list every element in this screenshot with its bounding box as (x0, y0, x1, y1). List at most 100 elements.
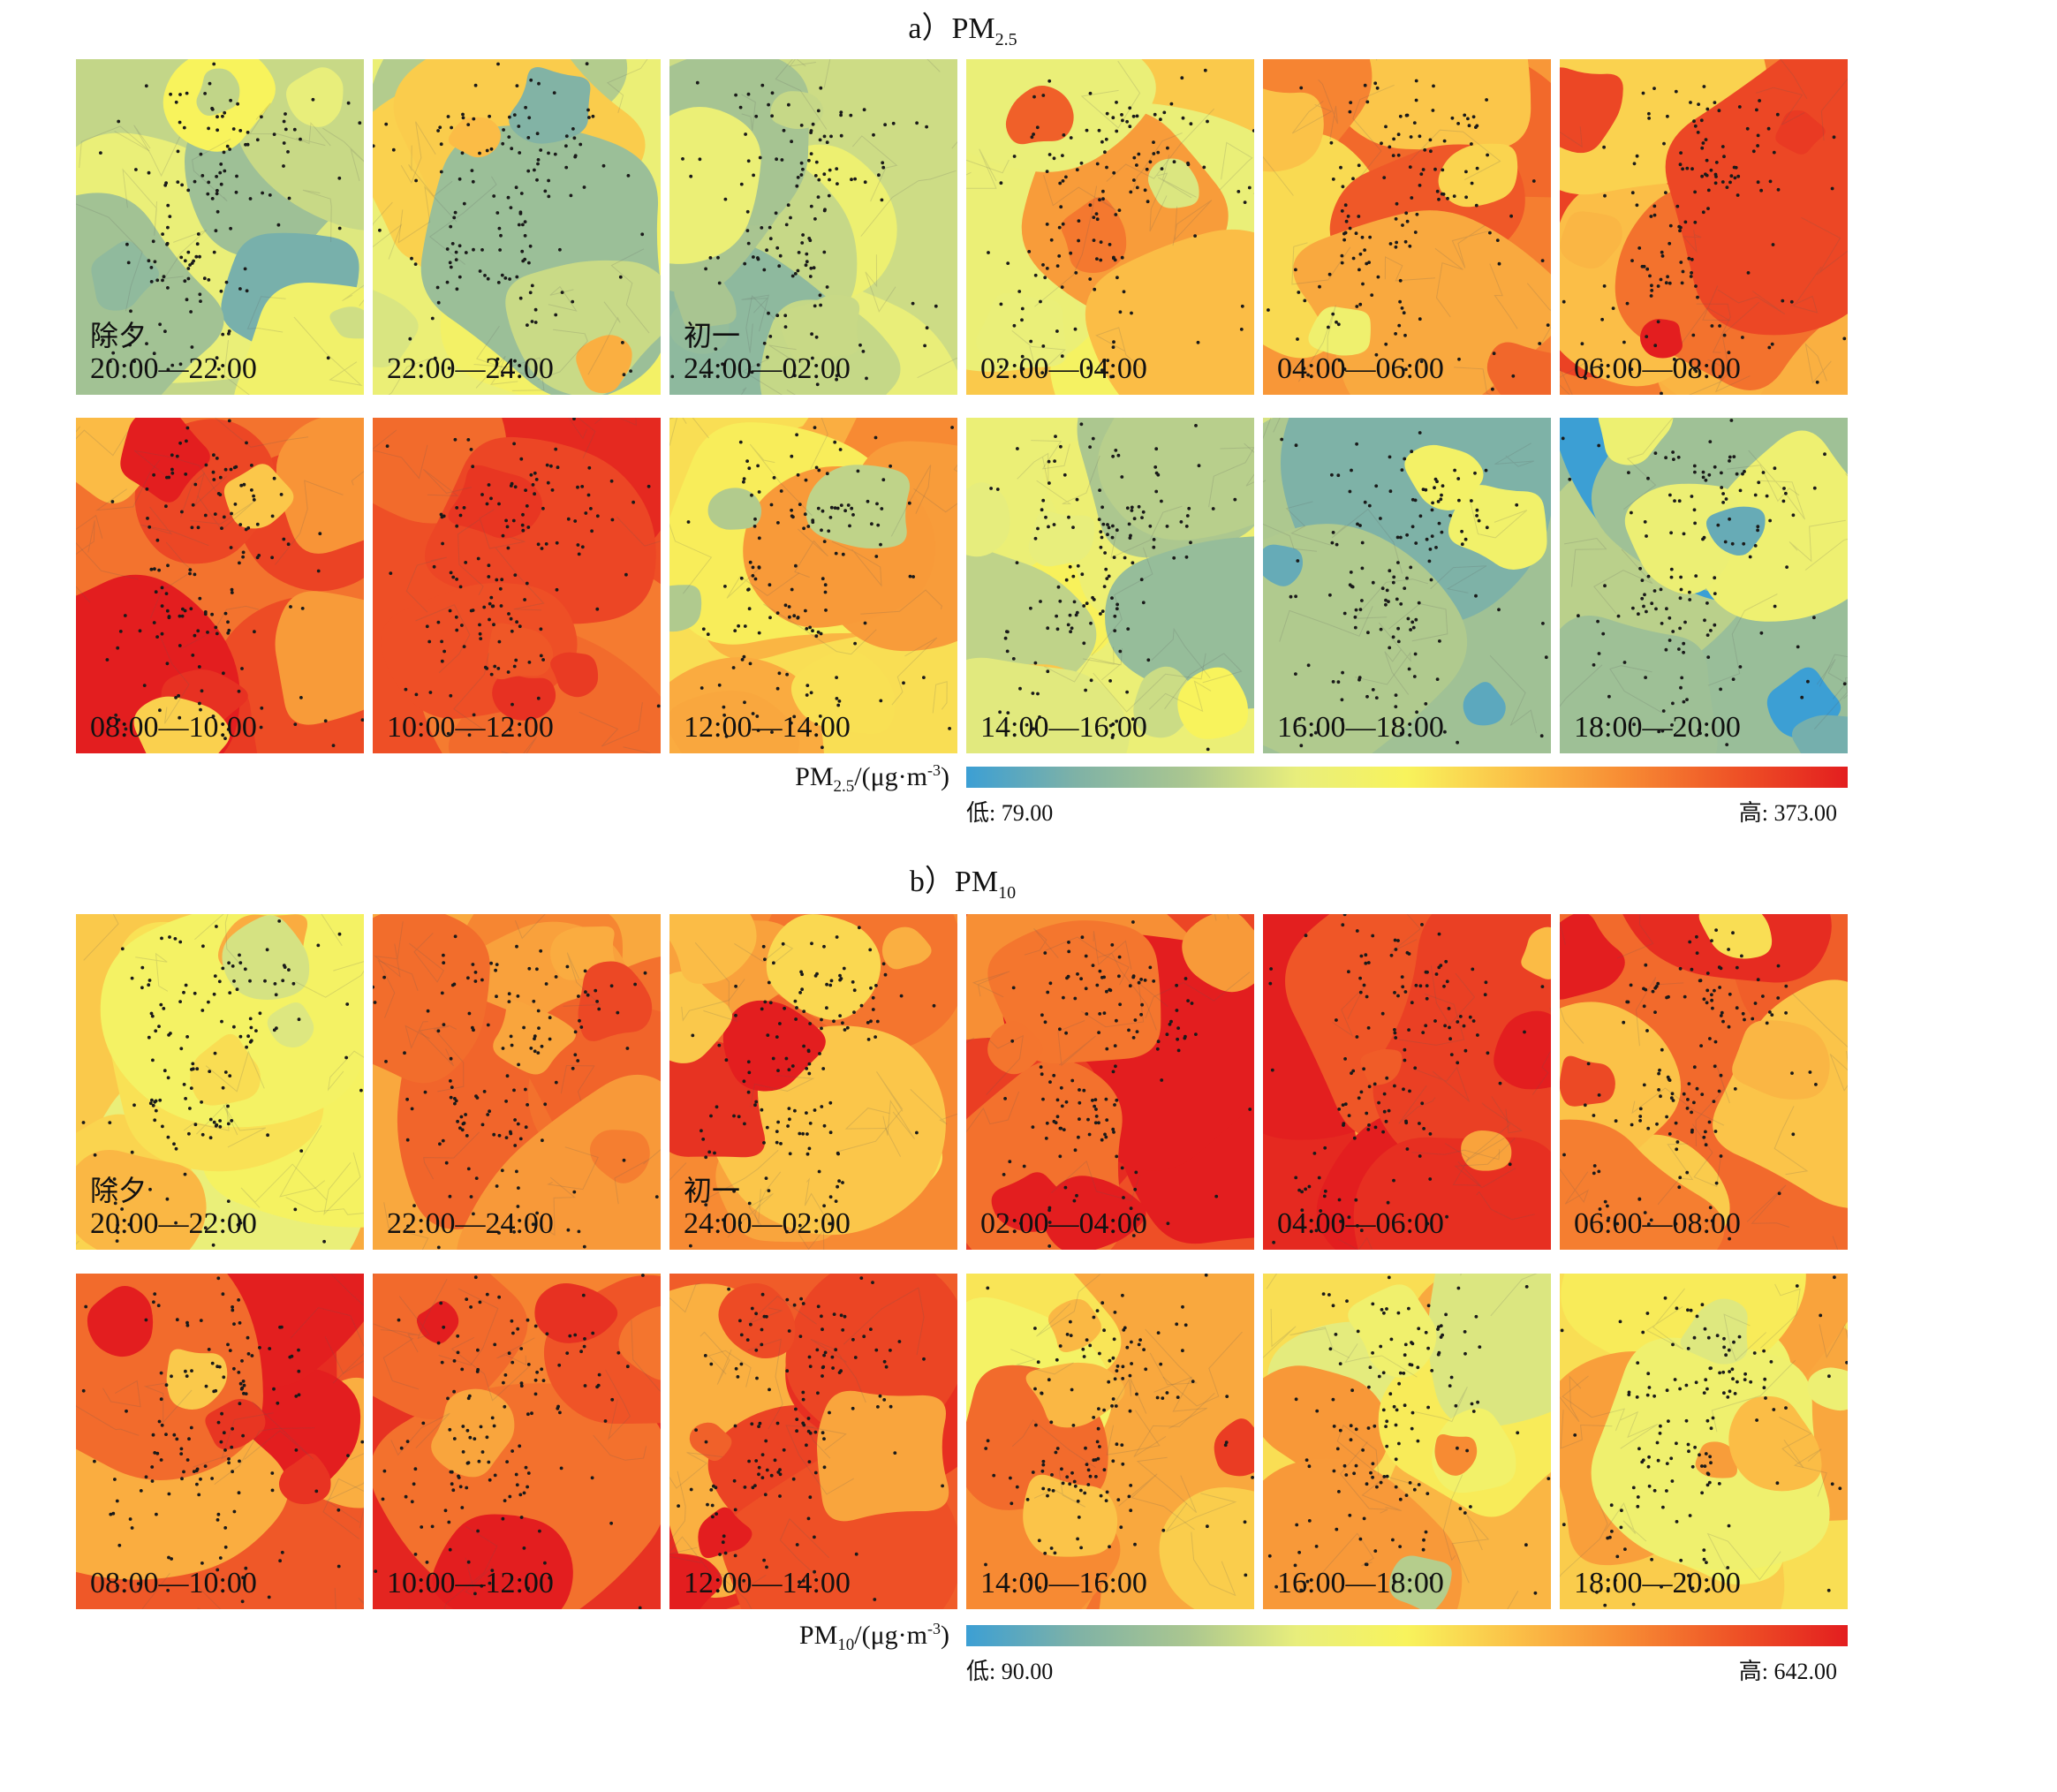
contour-zone (1461, 1130, 1512, 1171)
map-panel-pm10-10: 14:00—16:00 (966, 1274, 1254, 1609)
monitoring-stations (689, 926, 936, 1248)
basemap-roads (669, 418, 957, 714)
monitoring-stations (1267, 1275, 1551, 1595)
monitoring-stations (81, 1276, 364, 1604)
interpolation-map (669, 914, 957, 1250)
contour-zone (1348, 1284, 1437, 1378)
monitoring-stations (1267, 79, 1550, 391)
map-panel-pm10-12: 18:00—20:00 (1560, 1274, 1848, 1609)
contour-zone (1560, 1055, 1615, 1107)
panel-time-range: 18:00—20:00 (1574, 1567, 1741, 1599)
basemap-roads (1263, 1274, 1538, 1609)
panel-time-range: 16:00—18:00 (1277, 1567, 1444, 1599)
contour-zone (707, 488, 762, 530)
contour-zone (1624, 483, 1739, 594)
contour-zone (1005, 85, 1074, 145)
map-panel-pm25-12: 18:00—20:00 (1560, 418, 1848, 753)
contour-zone (589, 1130, 650, 1183)
interpolation-map (76, 1274, 364, 1609)
contour-zone (1043, 1176, 1146, 1250)
contour-zone (790, 650, 896, 734)
interpolation-map (76, 418, 364, 753)
interpolation-map (373, 914, 661, 1250)
contour-zone (509, 66, 591, 144)
panel-time-label: 08:00—10:00 (90, 1567, 257, 1600)
map-panel-pm10-6: 06:00—08:00 (1560, 914, 1848, 1250)
monitoring-stations (373, 62, 645, 377)
contour-zone (669, 1553, 722, 1609)
contour-zone (1028, 510, 1095, 567)
contour-zone (276, 418, 364, 554)
map-panel-pm25-6: 06:00—08:00 (1560, 59, 1848, 395)
map-panel-pm10-8: 10:00—12:00 (373, 1274, 661, 1609)
panel-time-range: 08:00—10:00 (90, 1567, 257, 1599)
interpolation-map (373, 59, 661, 395)
basemap-roads (76, 914, 364, 1245)
contour-zone (987, 920, 1161, 1064)
panel-time-label: 除夕 20:00—22:00 (90, 1174, 257, 1241)
contour-zone (698, 1507, 752, 1559)
interpolation-map (1263, 59, 1551, 395)
monitoring-stations (984, 1274, 1254, 1590)
contour-zone (1263, 544, 1304, 586)
section-title-pm10: b）PM10 (909, 866, 1017, 903)
panel-time-range: 18:00—20:00 (1574, 711, 1741, 744)
contour-zone (1521, 926, 1551, 979)
panel-time-range: 20:00—22:00 (90, 352, 257, 385)
basemap-roads (669, 941, 957, 1250)
basemap-roads (1560, 1283, 1848, 1581)
contour-zone (1214, 1418, 1254, 1477)
contour-zone (373, 914, 490, 1084)
legend-high-label: 高: 642.00 (1738, 1659, 1837, 1684)
basemap-roads (373, 59, 650, 395)
contour-zone (669, 585, 702, 632)
contour-zone (766, 914, 881, 1020)
legend-colorbar-pm10 (966, 1625, 1848, 1646)
map-panel-pm10-5: 04:00—06:00 (1263, 914, 1551, 1250)
contour-zone (1448, 485, 1547, 570)
contour-zone (1732, 1020, 1830, 1100)
basemap-roads (1560, 59, 1848, 395)
basemap-roads (740, 59, 957, 395)
contour-zone (1598, 418, 1674, 465)
contour-zone (1494, 1010, 1551, 1090)
monitoring-stations (989, 422, 1237, 752)
interpolation-map (373, 1274, 661, 1609)
panel-time-range: 08:00—10:00 (90, 711, 257, 744)
contour-zone (770, 91, 824, 130)
interpolation-map (1560, 1274, 1848, 1609)
panel-day-label: 除夕 (90, 319, 147, 352)
map-panel-pm10-1: 除夕 20:00—22:00 (76, 914, 364, 1250)
monitoring-stations (1560, 1275, 1848, 1607)
map-panel-pm25-9: 12:00—14:00 (669, 418, 957, 753)
contour-zone (966, 657, 1130, 753)
contour-zone (1085, 229, 1254, 395)
panel-day-label: 初一 (684, 319, 741, 352)
basemap-roads (966, 60, 1254, 376)
map-panel-pm10-9: 12:00—14:00 (669, 1274, 957, 1609)
panel-time-range: 14:00—16:00 (980, 711, 1147, 744)
interpolation-map (1263, 418, 1551, 753)
map-panel-pm25-2: 22:00—24:00 (373, 59, 661, 395)
contour-zone (1427, 1274, 1551, 1428)
contour-zone (779, 294, 860, 364)
panel-time-range: 12:00—14:00 (684, 711, 851, 744)
map-panel-pm25-11: 16:00—18:00 (1263, 418, 1551, 753)
panel-day-label: 初一 (684, 1174, 741, 1207)
map-panel-pm10-11: 16:00—18:00 (1263, 1274, 1551, 1609)
contour-zone (1159, 1487, 1254, 1609)
interpolation-map (76, 914, 364, 1250)
contour-zone (1705, 506, 1766, 556)
interpolation-map (76, 59, 364, 395)
contour-zone (492, 672, 556, 721)
monitoring-stations (1562, 85, 1847, 395)
monitoring-stations (81, 919, 363, 1247)
contour-zone (373, 1274, 528, 1420)
panel-time-label: 02:00—04:00 (980, 1207, 1147, 1241)
map-panel-pm10-4: 02:00—04:00 (966, 914, 1254, 1250)
contour-zone (373, 290, 419, 367)
interpolation-map (669, 59, 957, 395)
panel-time-range: 24:00—02:00 (684, 1207, 851, 1240)
contour-zone (416, 1301, 459, 1344)
interpolation-map (966, 418, 1254, 753)
